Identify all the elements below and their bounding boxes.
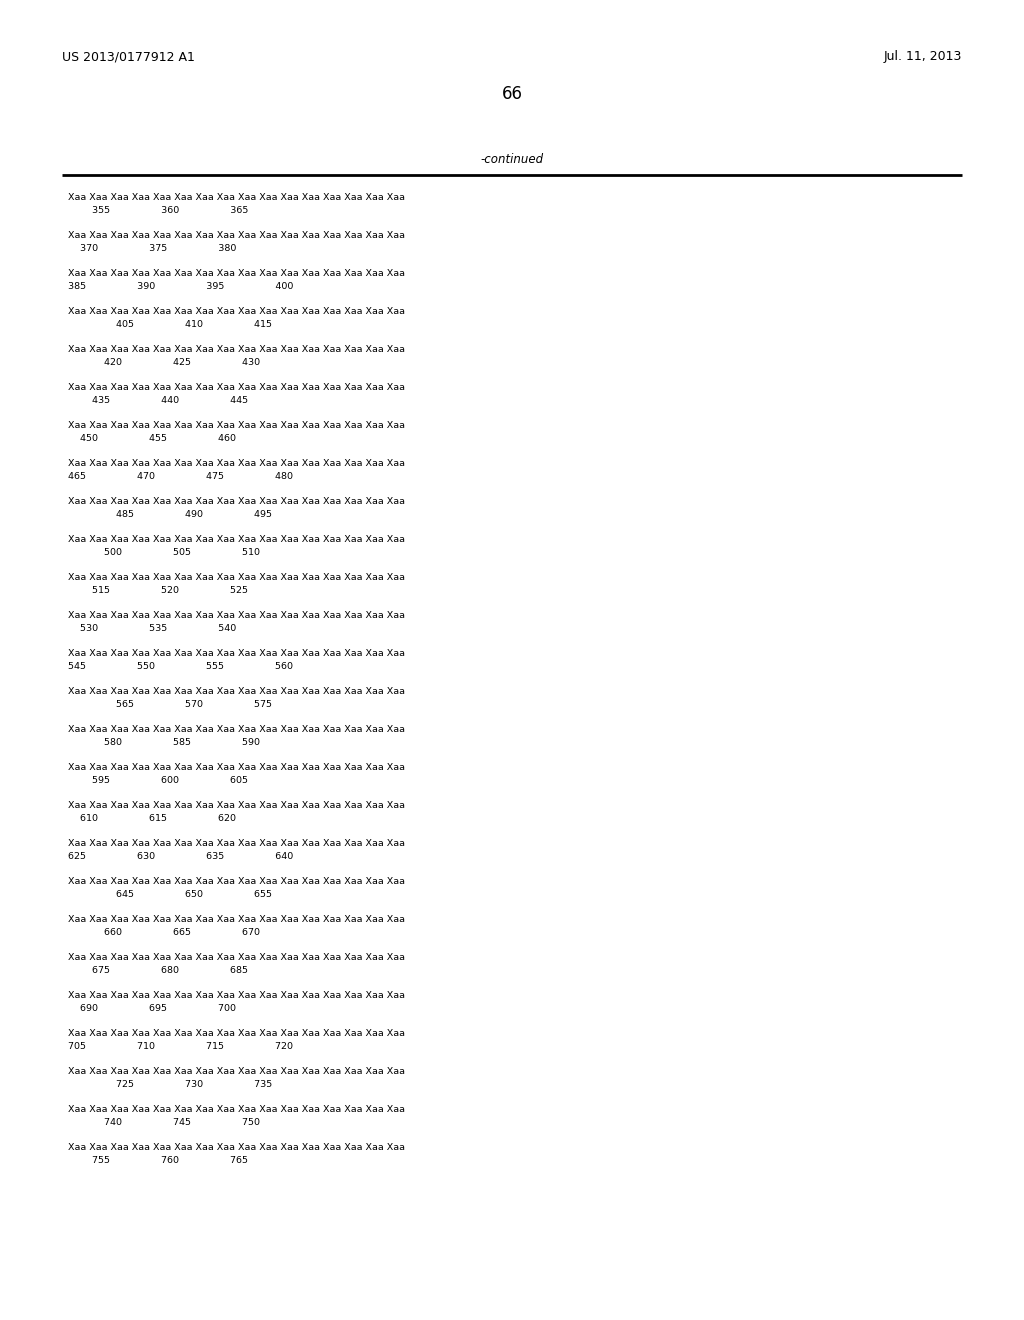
Text: 675                 680                 685: 675 680 685 <box>68 966 248 975</box>
Text: 435                 440                 445: 435 440 445 <box>68 396 248 405</box>
Text: 625                 630                 635                 640: 625 630 635 640 <box>68 851 293 861</box>
Text: Xaa Xaa Xaa Xaa Xaa Xaa Xaa Xaa Xaa Xaa Xaa Xaa Xaa Xaa Xaa Xaa: Xaa Xaa Xaa Xaa Xaa Xaa Xaa Xaa Xaa Xaa … <box>68 611 406 620</box>
Text: Xaa Xaa Xaa Xaa Xaa Xaa Xaa Xaa Xaa Xaa Xaa Xaa Xaa Xaa Xaa Xaa: Xaa Xaa Xaa Xaa Xaa Xaa Xaa Xaa Xaa Xaa … <box>68 535 406 544</box>
Text: 355                 360                 365: 355 360 365 <box>68 206 249 215</box>
Text: 385                 390                 395                 400: 385 390 395 400 <box>68 282 293 290</box>
Text: Xaa Xaa Xaa Xaa Xaa Xaa Xaa Xaa Xaa Xaa Xaa Xaa Xaa Xaa Xaa Xaa: Xaa Xaa Xaa Xaa Xaa Xaa Xaa Xaa Xaa Xaa … <box>68 498 406 506</box>
Text: 580                 585                 590: 580 585 590 <box>68 738 260 747</box>
Text: 485                 490                 495: 485 490 495 <box>68 510 272 519</box>
Text: Xaa Xaa Xaa Xaa Xaa Xaa Xaa Xaa Xaa Xaa Xaa Xaa Xaa Xaa Xaa Xaa: Xaa Xaa Xaa Xaa Xaa Xaa Xaa Xaa Xaa Xaa … <box>68 725 406 734</box>
Text: Xaa Xaa Xaa Xaa Xaa Xaa Xaa Xaa Xaa Xaa Xaa Xaa Xaa Xaa Xaa Xaa: Xaa Xaa Xaa Xaa Xaa Xaa Xaa Xaa Xaa Xaa … <box>68 1067 406 1076</box>
Text: Xaa Xaa Xaa Xaa Xaa Xaa Xaa Xaa Xaa Xaa Xaa Xaa Xaa Xaa Xaa Xaa: Xaa Xaa Xaa Xaa Xaa Xaa Xaa Xaa Xaa Xaa … <box>68 991 406 1001</box>
Text: 660                 665                 670: 660 665 670 <box>68 928 260 937</box>
Text: Xaa Xaa Xaa Xaa Xaa Xaa Xaa Xaa Xaa Xaa Xaa Xaa Xaa Xaa Xaa Xaa: Xaa Xaa Xaa Xaa Xaa Xaa Xaa Xaa Xaa Xaa … <box>68 573 406 582</box>
Text: 465                 470                 475                 480: 465 470 475 480 <box>68 473 293 480</box>
Text: 545                 550                 555                 560: 545 550 555 560 <box>68 663 293 671</box>
Text: Xaa Xaa Xaa Xaa Xaa Xaa Xaa Xaa Xaa Xaa Xaa Xaa Xaa Xaa Xaa Xaa: Xaa Xaa Xaa Xaa Xaa Xaa Xaa Xaa Xaa Xaa … <box>68 345 406 354</box>
Text: 405                 410                 415: 405 410 415 <box>68 319 272 329</box>
Text: 725                 730                 735: 725 730 735 <box>68 1080 272 1089</box>
Text: Xaa Xaa Xaa Xaa Xaa Xaa Xaa Xaa Xaa Xaa Xaa Xaa Xaa Xaa Xaa Xaa: Xaa Xaa Xaa Xaa Xaa Xaa Xaa Xaa Xaa Xaa … <box>68 915 406 924</box>
Text: US 2013/0177912 A1: US 2013/0177912 A1 <box>62 50 195 63</box>
Text: Xaa Xaa Xaa Xaa Xaa Xaa Xaa Xaa Xaa Xaa Xaa Xaa Xaa Xaa Xaa Xaa: Xaa Xaa Xaa Xaa Xaa Xaa Xaa Xaa Xaa Xaa … <box>68 308 406 315</box>
Text: 705                 710                 715                 720: 705 710 715 720 <box>68 1041 293 1051</box>
Text: 755                 760                 765: 755 760 765 <box>68 1156 248 1166</box>
Text: Xaa Xaa Xaa Xaa Xaa Xaa Xaa Xaa Xaa Xaa Xaa Xaa Xaa Xaa Xaa Xaa: Xaa Xaa Xaa Xaa Xaa Xaa Xaa Xaa Xaa Xaa … <box>68 459 406 469</box>
Text: 370                 375                 380: 370 375 380 <box>68 244 237 253</box>
Text: 565                 570                 575: 565 570 575 <box>68 700 272 709</box>
Text: Xaa Xaa Xaa Xaa Xaa Xaa Xaa Xaa Xaa Xaa Xaa Xaa Xaa Xaa Xaa Xaa: Xaa Xaa Xaa Xaa Xaa Xaa Xaa Xaa Xaa Xaa … <box>68 840 406 847</box>
Text: Xaa Xaa Xaa Xaa Xaa Xaa Xaa Xaa Xaa Xaa Xaa Xaa Xaa Xaa Xaa Xaa: Xaa Xaa Xaa Xaa Xaa Xaa Xaa Xaa Xaa Xaa … <box>68 801 406 810</box>
Text: Xaa Xaa Xaa Xaa Xaa Xaa Xaa Xaa Xaa Xaa Xaa Xaa Xaa Xaa Xaa Xaa: Xaa Xaa Xaa Xaa Xaa Xaa Xaa Xaa Xaa Xaa … <box>68 686 406 696</box>
Text: Xaa Xaa Xaa Xaa Xaa Xaa Xaa Xaa Xaa Xaa Xaa Xaa Xaa Xaa Xaa Xaa: Xaa Xaa Xaa Xaa Xaa Xaa Xaa Xaa Xaa Xaa … <box>68 383 406 392</box>
Text: Xaa Xaa Xaa Xaa Xaa Xaa Xaa Xaa Xaa Xaa Xaa Xaa Xaa Xaa Xaa Xaa: Xaa Xaa Xaa Xaa Xaa Xaa Xaa Xaa Xaa Xaa … <box>68 421 406 430</box>
Text: Xaa Xaa Xaa Xaa Xaa Xaa Xaa Xaa Xaa Xaa Xaa Xaa Xaa Xaa Xaa Xaa: Xaa Xaa Xaa Xaa Xaa Xaa Xaa Xaa Xaa Xaa … <box>68 1030 406 1038</box>
Text: Xaa Xaa Xaa Xaa Xaa Xaa Xaa Xaa Xaa Xaa Xaa Xaa Xaa Xaa Xaa Xaa: Xaa Xaa Xaa Xaa Xaa Xaa Xaa Xaa Xaa Xaa … <box>68 763 406 772</box>
Text: 530                 535                 540: 530 535 540 <box>68 624 237 634</box>
Text: 500                 505                 510: 500 505 510 <box>68 548 260 557</box>
Text: 690                 695                 700: 690 695 700 <box>68 1005 236 1012</box>
Text: Xaa Xaa Xaa Xaa Xaa Xaa Xaa Xaa Xaa Xaa Xaa Xaa Xaa Xaa Xaa Xaa: Xaa Xaa Xaa Xaa Xaa Xaa Xaa Xaa Xaa Xaa … <box>68 193 406 202</box>
Text: 595                 600                 605: 595 600 605 <box>68 776 248 785</box>
Text: 450                 455                 460: 450 455 460 <box>68 434 236 444</box>
Text: Jul. 11, 2013: Jul. 11, 2013 <box>884 50 962 63</box>
Text: 740                 745                 750: 740 745 750 <box>68 1118 260 1127</box>
Text: 66: 66 <box>502 84 522 103</box>
Text: Xaa Xaa Xaa Xaa Xaa Xaa Xaa Xaa Xaa Xaa Xaa Xaa Xaa Xaa Xaa Xaa: Xaa Xaa Xaa Xaa Xaa Xaa Xaa Xaa Xaa Xaa … <box>68 231 406 240</box>
Text: -continued: -continued <box>480 153 544 166</box>
Text: Xaa Xaa Xaa Xaa Xaa Xaa Xaa Xaa Xaa Xaa Xaa Xaa Xaa Xaa Xaa Xaa: Xaa Xaa Xaa Xaa Xaa Xaa Xaa Xaa Xaa Xaa … <box>68 1105 406 1114</box>
Text: 610                 615                 620: 610 615 620 <box>68 814 236 822</box>
Text: 420                 425                 430: 420 425 430 <box>68 358 260 367</box>
Text: Xaa Xaa Xaa Xaa Xaa Xaa Xaa Xaa Xaa Xaa Xaa Xaa Xaa Xaa Xaa Xaa: Xaa Xaa Xaa Xaa Xaa Xaa Xaa Xaa Xaa Xaa … <box>68 269 406 279</box>
Text: Xaa Xaa Xaa Xaa Xaa Xaa Xaa Xaa Xaa Xaa Xaa Xaa Xaa Xaa Xaa Xaa: Xaa Xaa Xaa Xaa Xaa Xaa Xaa Xaa Xaa Xaa … <box>68 649 406 657</box>
Text: 645                 650                 655: 645 650 655 <box>68 890 272 899</box>
Text: 515                 520                 525: 515 520 525 <box>68 586 248 595</box>
Text: Xaa Xaa Xaa Xaa Xaa Xaa Xaa Xaa Xaa Xaa Xaa Xaa Xaa Xaa Xaa Xaa: Xaa Xaa Xaa Xaa Xaa Xaa Xaa Xaa Xaa Xaa … <box>68 953 406 962</box>
Text: Xaa Xaa Xaa Xaa Xaa Xaa Xaa Xaa Xaa Xaa Xaa Xaa Xaa Xaa Xaa Xaa: Xaa Xaa Xaa Xaa Xaa Xaa Xaa Xaa Xaa Xaa … <box>68 876 406 886</box>
Text: Xaa Xaa Xaa Xaa Xaa Xaa Xaa Xaa Xaa Xaa Xaa Xaa Xaa Xaa Xaa Xaa: Xaa Xaa Xaa Xaa Xaa Xaa Xaa Xaa Xaa Xaa … <box>68 1143 406 1152</box>
